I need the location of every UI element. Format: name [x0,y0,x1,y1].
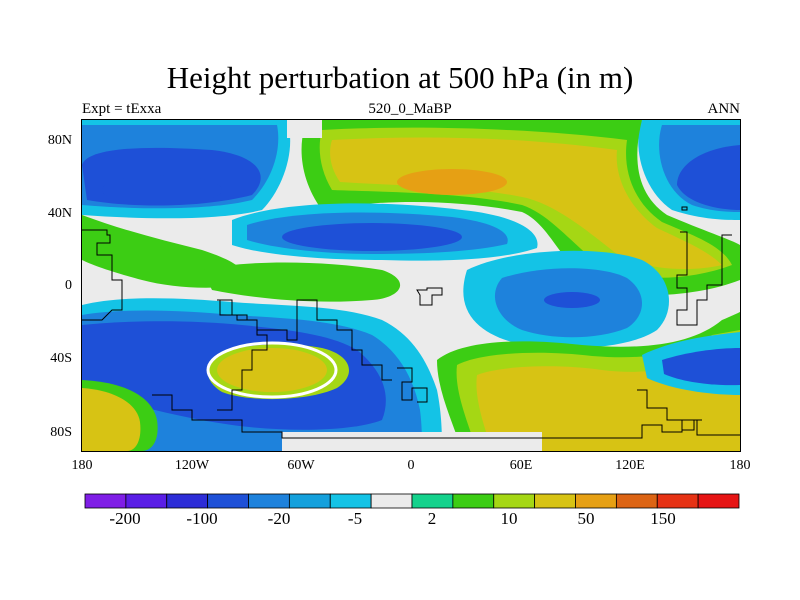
lat-label-equator: 0 [65,278,72,293]
experiment-label: Expt = tExxa [82,101,162,117]
lat-label-80n: 80N [47,133,72,148]
contour-nh-east-strong [677,145,740,210]
lon-label-180-west: 180 [71,458,93,473]
colorbar-label-50: 50 [577,509,595,528]
lon-label-60e: 60E [509,458,533,473]
coastline-asia-east [676,231,732,326]
colorbar-swatch [288,493,331,509]
colorbar-label-10: 10 [500,509,518,528]
colorbar-swatch [370,493,413,509]
coastline-antarctica [152,394,740,439]
contour-north-polar-neutral [287,120,322,138]
contour-south-polar-neutral [282,432,542,451]
contour-midlat-blue-strong [282,223,462,251]
colorbar-swatch [534,493,576,509]
colorbar-label-minus-20: -20 [267,509,291,528]
lat-label-40n: 40N [47,206,72,221]
contour-north-pos-peak [397,169,507,195]
season-label: ANN [707,101,741,117]
colorbar-label-2: 2 [427,509,437,528]
colorbar-label-minus-100: -100 [186,509,218,528]
lon-label-120w: 120W [174,458,210,473]
colorbar-label-150: 150 [650,509,676,528]
lon-label-60w: 60W [287,458,315,473]
colorbar-swatch [411,493,454,509]
colorbar-swatch [452,493,495,509]
coastline-pacific-islands [681,206,688,211]
coastline-south-america [217,299,268,411]
colorbar-swatch [125,493,168,509]
contour-se-blue-strong [662,348,740,386]
lat-label-80s: 80S [50,425,72,440]
coastline-north-america [82,229,123,321]
contour-tropics-mid-green [202,262,401,302]
colorbar-swatch [656,493,699,509]
coastline-africa [416,287,443,306]
contour-sh-pos-yellow [217,348,327,392]
coastline-layer [82,206,740,439]
plot-title: Height perturbation at 500 hPa (in m) [166,60,634,95]
colorbar-swatch [575,493,617,509]
colorbar-swatch [493,493,536,509]
lon-label-0: 0 [407,458,415,473]
contour-tropics-east-strong [544,292,600,308]
colorbar-swatch [166,493,209,509]
coastline-africa-south [397,367,428,403]
colorbar-swatch [84,493,127,509]
lon-label-120e: 120E [615,458,645,473]
lat-label-40s: 40S [50,351,72,366]
colorbar-swatch [697,493,740,509]
contour-nh-west-core [102,175,222,205]
coastline-europe-africa [217,299,392,381]
colorbar-swatch [615,493,658,509]
colorbar-swatch [207,493,249,509]
colorbar-swatch [329,493,372,509]
contour-sw-corner-yellow [82,388,141,451]
colorbar [84,493,740,509]
contour-sh-pos-outline [206,341,338,399]
height-anomaly-map [81,119,741,452]
coastline-australia [637,389,702,431]
colorbar-swatch [248,493,290,509]
colorbar-label-minus-200: -200 [109,509,141,528]
colorbar-label-minus-5: -5 [347,509,363,528]
lon-label-180-east: 180 [729,458,751,473]
time-slice-label: 520_0_MaBP [368,101,452,117]
